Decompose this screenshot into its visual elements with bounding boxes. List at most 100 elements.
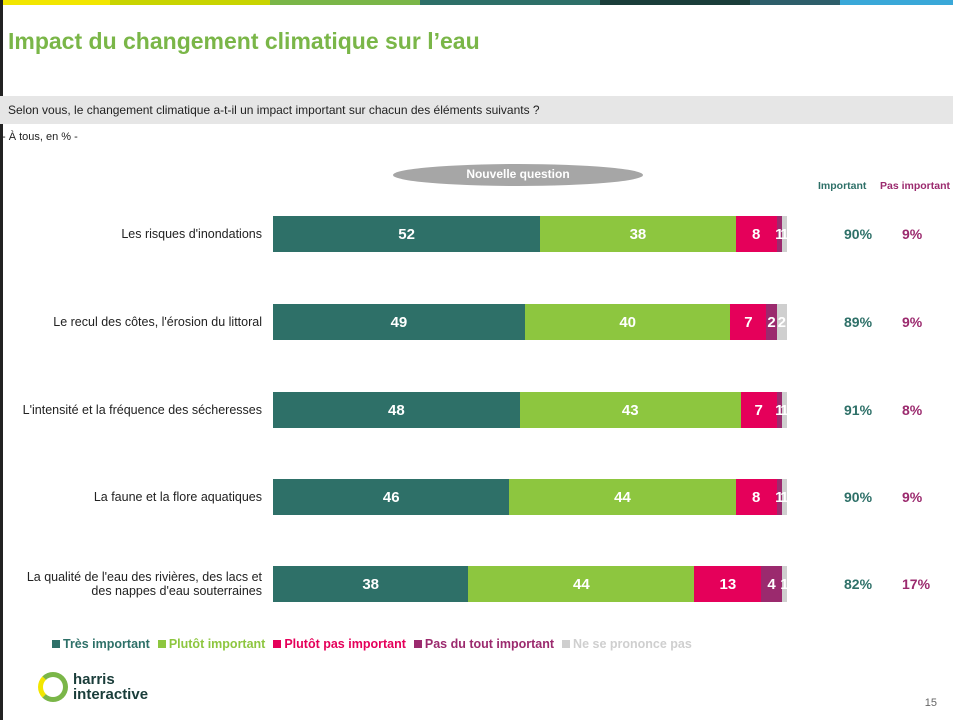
bar-value-label: 1	[775, 225, 784, 243]
total-value: 17%	[902, 576, 931, 592]
bar-value-label: 1	[780, 401, 789, 419]
bar-segment: 8	[735, 216, 777, 252]
bar-value-label: 7	[744, 313, 753, 331]
legend-swatch	[52, 640, 60, 648]
bar-value-label: 8	[751, 488, 761, 506]
category-label: La qualité de l'eau des rivières, des la…	[26, 570, 262, 598]
bar-segment: 44	[468, 566, 695, 602]
bar-segment: 8	[735, 479, 777, 515]
bar-segment: 13	[694, 566, 762, 602]
bar-segment: 2	[776, 304, 787, 340]
total-value: 9%	[902, 226, 923, 242]
legend-swatch	[413, 640, 422, 648]
legend-swatch	[157, 640, 166, 648]
base: - À tous, en % -	[2, 131, 78, 143]
bar-segment: 38	[540, 216, 736, 252]
legend-item: Ne se prononce pas	[562, 637, 692, 651]
bar-segment: 49	[273, 304, 525, 340]
bar-value-label: 38	[362, 575, 379, 593]
legend-swatch	[273, 640, 282, 648]
legend-label: Pas du tout important	[424, 637, 555, 651]
legend-label: Ne se prononce pas	[573, 637, 692, 651]
bar-value-label: 2	[777, 313, 787, 331]
bar-segment: 43	[519, 392, 741, 428]
bar-value-label: 43	[621, 401, 639, 419]
bar-value-label: 49	[390, 313, 408, 331]
bar-value-label: 4	[767, 575, 776, 593]
legend-item: Plutôt pas important	[273, 637, 406, 651]
title: Impact du changement climatique sur l’ea…	[8, 28, 480, 54]
bar-segment: 40	[524, 304, 731, 340]
legend-item: Très important	[52, 637, 150, 651]
stripe	[750, 0, 840, 5]
bar-segment: 1	[780, 392, 789, 428]
total-value: 91%	[844, 402, 873, 418]
bar-segment: 46	[273, 479, 510, 515]
logo-mark	[38, 672, 68, 702]
bar-segment: 52	[273, 216, 541, 252]
stripe	[600, 0, 750, 5]
total-header: Important	[818, 180, 867, 192]
bar-segment: 4	[761, 566, 782, 602]
bar-segment: 48	[273, 392, 520, 428]
bar-value-label: 38	[629, 225, 647, 243]
total-value: 89%	[844, 314, 873, 330]
bar-value-label: 1	[780, 575, 789, 593]
bar-segment: 38	[273, 566, 469, 602]
logo-word: interactive	[73, 686, 149, 703]
bar-value-label: 2	[767, 313, 776, 331]
stripe	[270, 0, 420, 5]
bar-segment: 7	[740, 392, 777, 428]
bar-value-label: 1	[780, 225, 789, 243]
category-label: Les risques d'inondations	[121, 227, 262, 241]
left-border	[0, 0, 3, 720]
bar-segment: 1	[780, 479, 789, 515]
bar-value-label: 1	[780, 488, 789, 506]
bar-value-label: 13	[719, 575, 737, 593]
total-value: 90%	[844, 489, 873, 505]
bar-segment: 44	[509, 479, 736, 515]
bar-segment: 7	[730, 304, 767, 340]
legend-swatch	[562, 640, 571, 648]
bar-value-label: 44	[614, 488, 631, 506]
stripe	[110, 0, 270, 5]
bar-value-label: 52	[398, 225, 415, 243]
question-band	[0, 96, 953, 124]
bar-value-label: 8	[751, 225, 761, 243]
category-label: La faune et la flore aquatiques	[93, 490, 262, 504]
bar-segment: 1	[775, 216, 784, 252]
legend: Très important Plutôt important Plutôt pas…	[52, 637, 692, 651]
stripe	[420, 0, 600, 5]
total-header: Pas important	[880, 180, 951, 192]
total-value: 8%	[902, 402, 923, 418]
bar-segment: 2	[766, 304, 777, 340]
category-label: Le recul des côtes, l'érosion du littora…	[53, 315, 262, 329]
total-value: 9%	[902, 314, 923, 330]
legend-item: Plutôt important	[157, 637, 265, 651]
bar-value-label: 1	[775, 401, 784, 419]
bar-segment: 1	[775, 392, 784, 428]
bar-value-label: 48	[388, 401, 405, 419]
total-value: 9%	[902, 489, 923, 505]
bar-value-label: 1	[775, 488, 784, 506]
stripe	[840, 0, 953, 5]
bar-segment: 1	[775, 479, 784, 515]
legend-label: Plutôt pas important	[284, 637, 406, 651]
legend-item: Pas du tout important	[413, 637, 555, 651]
badge: Nouvelle question	[393, 164, 643, 186]
logo-text: harris interactive	[73, 672, 148, 702]
bar-value-label: 44	[573, 575, 590, 593]
total-value: 90%	[844, 226, 873, 242]
bar-segment: 1	[780, 216, 789, 252]
question: Selon vous, le changement climatique a-t…	[8, 103, 540, 117]
legend-label: Très important	[63, 637, 150, 651]
bar-value-label: 46	[382, 488, 400, 506]
page-number: 15	[924, 697, 937, 709]
stripe	[0, 0, 110, 5]
logo-word: harris	[73, 671, 115, 688]
bar-segment: 1	[780, 566, 789, 602]
bar-value-label: 40	[619, 313, 636, 331]
bar-value-label: 7	[754, 401, 763, 419]
total-value: 82%	[844, 576, 873, 592]
